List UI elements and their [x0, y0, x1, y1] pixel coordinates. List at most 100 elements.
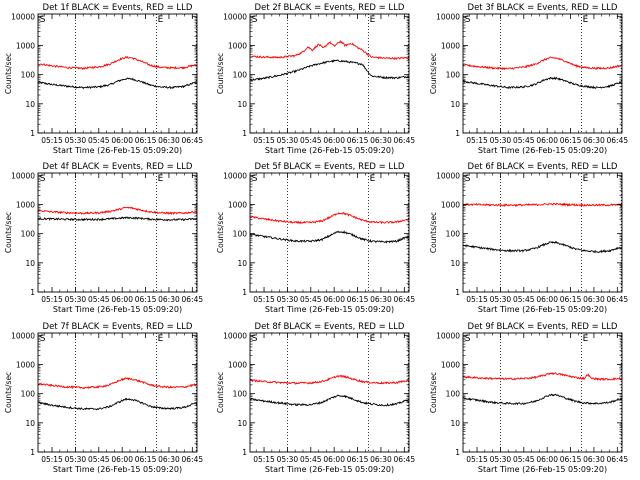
x-axis-label: Start Time (26-Feb-15 05:09:20) [53, 305, 182, 314]
panel-det-3: Det 3f BLACK = Events, RED = LLD S E 1 10 100… [429, 3, 628, 155]
y-axis-label: Counts/sec [429, 372, 438, 413]
y-tick-label: 100 [233, 390, 248, 399]
x-tick-label: 05:45 [88, 295, 110, 304]
x-tick-label: 06:00 [536, 455, 558, 464]
panel-title: Det 7f BLACK = Events, RED = LLD [43, 322, 193, 332]
x-tick-label: 05:30 [65, 455, 87, 464]
end-marker-label: E [370, 174, 376, 184]
x-tick-label: 06:45 [607, 455, 629, 464]
panel-title: Det 8f BLACK = Events, RED = LLD [255, 322, 405, 332]
y-tick-label: 1000 [16, 360, 35, 369]
lld-series-line [250, 374, 409, 385]
x-tick-label: 06:00 [111, 136, 133, 145]
x-tick-label: 06:45 [182, 136, 204, 145]
x-tick-label: 06:45 [182, 295, 204, 304]
y-tick-label: 10 [237, 100, 247, 109]
y-tick-label: 100 [21, 390, 36, 399]
x-tick-label: 06:15 [135, 295, 157, 304]
plot-frame [37, 172, 198, 293]
x-tick-label: 06:45 [607, 295, 629, 304]
lld-series-line [250, 40, 409, 61]
x-tick-label: 06:00 [111, 295, 133, 304]
x-tick-label: 06:30 [583, 295, 605, 304]
y-tick-label: 1000 [16, 41, 35, 50]
start-marker-label: S [252, 334, 258, 344]
lld-series-line [38, 377, 197, 390]
x-tick-label: 06:30 [583, 455, 605, 464]
events-series-line [250, 230, 409, 244]
x-tick-label: 06:30 [583, 136, 605, 145]
x-tick-label: 06:15 [347, 295, 369, 304]
panel-det-9: Det 9f BLACK = Events, RED = LLD S E 1 10 100… [429, 322, 628, 474]
x-tick-label: 06:15 [560, 295, 582, 304]
x-tick-label: 05:45 [513, 136, 535, 145]
x-tick-label: 05:30 [277, 455, 299, 464]
x-tick-label: 06:30 [158, 136, 180, 145]
panel-det-2: Det 2f BLACK = Events, RED = LLD S E 1 10 100… [216, 3, 415, 155]
events-series-line [463, 76, 622, 90]
x-tick-label: 06:45 [394, 295, 416, 304]
x-tick-label: 06:45 [182, 455, 204, 464]
events-series-line [38, 397, 197, 411]
y-tick-label: 100 [446, 230, 461, 239]
y-tick-label: 100 [233, 230, 248, 239]
start-marker-label: S [465, 334, 471, 344]
x-tick-label: 05:30 [65, 295, 87, 304]
y-tick-label: 1 [455, 448, 460, 457]
x-tick-label: 06:30 [370, 455, 392, 464]
x-tick-label: 05:15 [466, 136, 488, 145]
y-axis-label: Counts/sec [216, 212, 225, 253]
x-tick-label: 06:30 [158, 295, 180, 304]
y-axis-label: Counts/sec [4, 372, 13, 413]
y-tick-label: 10 [25, 259, 35, 268]
plot-frame [249, 332, 410, 453]
panel-title: Det 4f BLACK = Events, RED = LLD [43, 162, 193, 172]
y-axis-label: Counts/sec [4, 212, 13, 253]
x-tick-label: 06:30 [158, 455, 180, 464]
y-axis-label: Counts/sec [429, 212, 438, 253]
start-marker-label: S [40, 174, 46, 184]
panel-title: Det 9f BLACK = Events, RED = LLD [468, 322, 618, 332]
x-tick-label: 06:15 [560, 455, 582, 464]
events-series-line [463, 240, 622, 254]
lld-series-line [38, 55, 197, 70]
y-tick-label: 100 [21, 71, 36, 80]
lld-series-line [463, 56, 622, 71]
y-tick-label: 10 [237, 259, 247, 268]
plot-frame [37, 13, 198, 134]
panel-title: Det 5f BLACK = Events, RED = LLD [255, 162, 405, 172]
events-series-line [250, 394, 409, 407]
end-marker-label: E [158, 15, 164, 25]
x-axis-label: Start Time (26-Feb-15 05:09:20) [478, 305, 607, 314]
x-axis-label: Start Time (26-Feb-15 05:09:20) [265, 305, 394, 314]
y-tick-label: 10000 [436, 171, 460, 180]
panel-det-8: Det 8f BLACK = Events, RED = LLD S E 1 10 100… [216, 322, 415, 474]
start-marker-label: S [40, 334, 46, 344]
x-tick-label: 05:15 [466, 295, 488, 304]
y-tick-label: 10 [450, 419, 460, 428]
x-tick-label: 05:45 [513, 295, 535, 304]
y-axis-label: Counts/sec [216, 53, 225, 94]
panel-det-4: Det 4f BLACK = Events, RED = LLD S E 1 10 100… [4, 162, 203, 314]
panel-title: Det 6f BLACK = Events, RED = LLD [468, 162, 618, 172]
y-tick-label: 10 [450, 100, 460, 109]
x-tick-label: 06:45 [607, 136, 629, 145]
y-tick-label: 1 [242, 288, 247, 297]
x-tick-label: 05:45 [300, 136, 322, 145]
plot-frame [37, 332, 198, 453]
y-axis-label: Counts/sec [4, 53, 13, 94]
y-tick-label: 1 [455, 129, 460, 138]
y-axis-label: Counts/sec [216, 372, 225, 413]
x-tick-label: 06:00 [536, 295, 558, 304]
y-tick-label: 10000 [436, 331, 460, 340]
x-tick-label: 05:30 [490, 455, 512, 464]
x-tick-label: 06:15 [347, 455, 369, 464]
x-axis-label: Start Time (26-Feb-15 05:09:20) [478, 465, 607, 474]
x-tick-label: 05:45 [300, 455, 322, 464]
y-tick-label: 10000 [11, 331, 35, 340]
x-tick-label: 05:30 [65, 136, 87, 145]
end-marker-label: E [158, 174, 164, 184]
y-tick-label: 10000 [223, 12, 247, 21]
y-tick-label: 1 [242, 129, 247, 138]
y-tick-label: 10000 [11, 171, 35, 180]
